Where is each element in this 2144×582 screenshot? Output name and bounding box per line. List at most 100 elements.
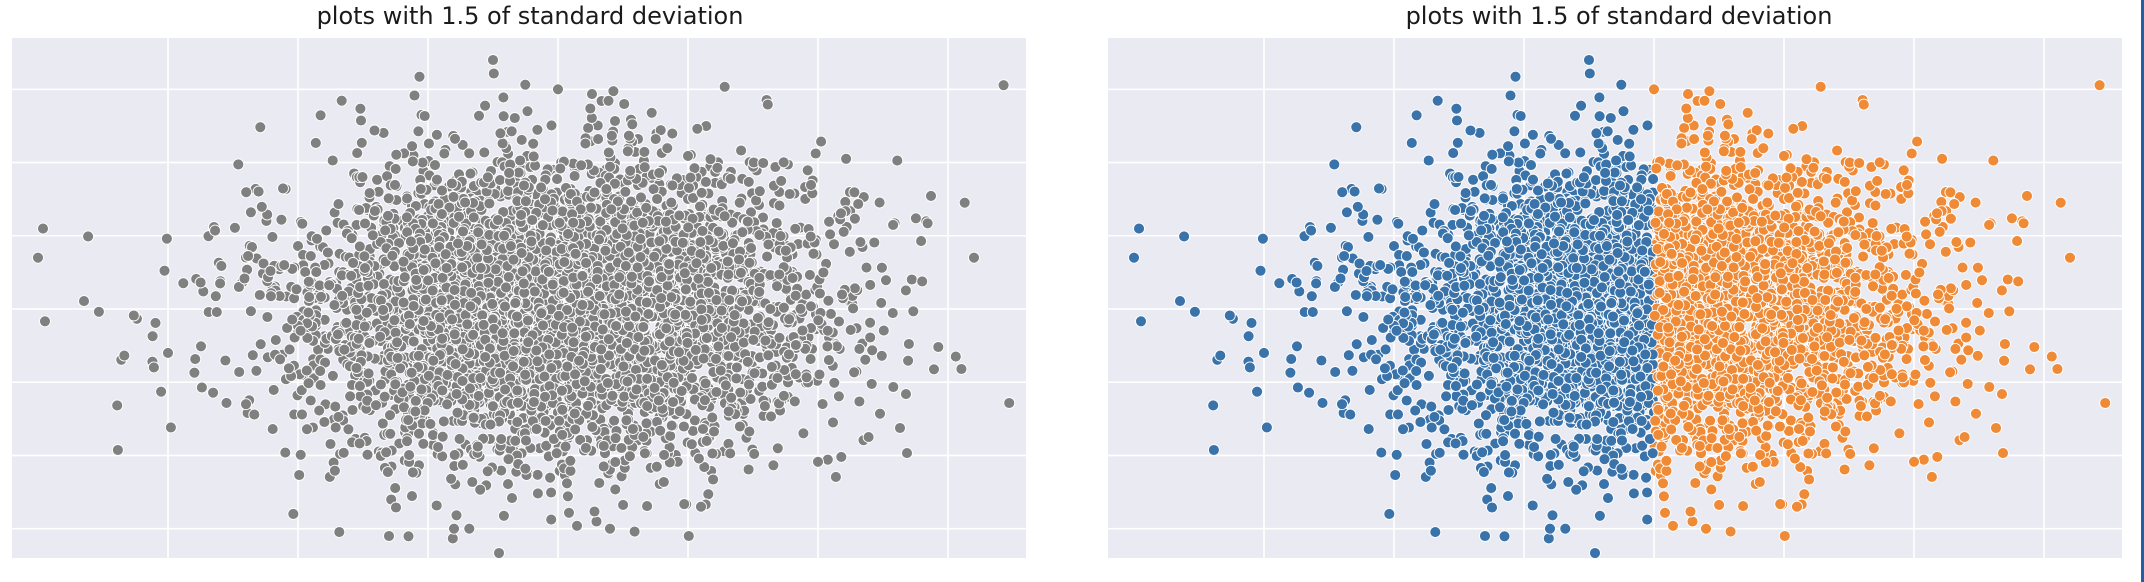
scatter-point: [837, 225, 850, 238]
scatter-point: [539, 415, 552, 427]
scatter-point: [336, 289, 349, 302]
scatter-point: [575, 159, 588, 172]
scatter-point: [82, 230, 95, 243]
scatter-point: [456, 343, 469, 356]
scatter-point: [901, 447, 913, 460]
scatter-point: [546, 204, 559, 217]
scatter-point: [345, 269, 358, 282]
scatter-point: [441, 398, 454, 411]
scatter-point: [610, 320, 623, 332]
scatter-point: [324, 438, 337, 450]
left-scatter-svg: [12, 38, 1026, 558]
scatter-point: [261, 311, 274, 323]
scatter-point: [660, 322, 673, 335]
scatter-point: [602, 94, 615, 107]
scatter-point: [255, 200, 268, 213]
scatter-point: [821, 340, 834, 353]
scatter-point: [724, 447, 737, 460]
scatter-point: [827, 416, 839, 429]
scatter-point: [309, 136, 322, 149]
scatter-point: [687, 192, 699, 204]
scatter-point: [734, 266, 747, 279]
scatter-point: [448, 284, 461, 297]
scatter-point: [715, 321, 728, 334]
scatter-point: [467, 411, 480, 424]
scatter-point: [519, 195, 532, 208]
scatter-point: [789, 339, 802, 351]
scatter-point: [382, 209, 394, 222]
scatter-point: [812, 314, 825, 327]
scatter-point: [604, 160, 616, 173]
scatter-point: [712, 340, 725, 353]
scatter-point: [558, 256, 571, 269]
scatter-point: [474, 483, 487, 496]
scatter-point: [269, 334, 282, 347]
scatter-point: [753, 185, 766, 198]
scatter-point: [557, 286, 570, 299]
scatter-point: [233, 366, 246, 378]
scatter-point: [461, 318, 474, 331]
scatter-point: [287, 507, 300, 520]
scatter-point: [637, 321, 650, 333]
scatter-point: [390, 501, 402, 514]
scatter-point: [494, 366, 507, 379]
scatter-point: [389, 482, 402, 495]
scatter-point: [868, 236, 881, 249]
scatter-point: [389, 162, 402, 175]
scatter-point: [441, 368, 454, 381]
scatter-point: [517, 355, 530, 368]
scatter-point: [283, 343, 296, 356]
scatter-point: [400, 211, 413, 224]
left-plot-area: [12, 38, 1026, 558]
scatter-point: [160, 232, 173, 245]
scatter-point: [758, 400, 771, 413]
scatter-point: [427, 429, 439, 442]
scatter-point: [499, 383, 512, 396]
scatter-point: [351, 147, 364, 160]
scatter-point: [279, 446, 292, 459]
scatter-point: [567, 216, 580, 229]
scatter-point: [254, 338, 267, 351]
scatter-point: [654, 424, 667, 437]
scatter-point: [579, 330, 592, 343]
scatter-point: [277, 182, 289, 195]
scatter-point: [311, 232, 323, 245]
scatter-point: [741, 355, 754, 368]
scatter-point: [473, 109, 485, 122]
scatter-point: [657, 476, 670, 488]
scatter-point: [733, 253, 745, 266]
scatter-point: [329, 421, 342, 434]
scatter-point: [608, 414, 621, 427]
scatter-point: [864, 278, 877, 291]
scatter-point: [427, 354, 440, 367]
scatter-point: [248, 408, 261, 421]
scatter-point: [345, 232, 358, 245]
scatter-point: [368, 124, 381, 137]
scatter-point: [665, 196, 678, 209]
scatter-point: [286, 313, 299, 326]
scatter-point: [404, 380, 417, 393]
scatter-point: [540, 244, 553, 257]
scatter-point: [498, 229, 511, 242]
scatter-point: [266, 423, 279, 436]
scatter-point: [384, 409, 396, 422]
scatter-point: [416, 156, 429, 169]
scatter-point: [822, 294, 835, 307]
scatter-point: [743, 256, 756, 269]
scatter-point: [335, 94, 348, 107]
scatter-point: [329, 400, 342, 413]
scatter-point: [807, 247, 820, 260]
scatter-point: [724, 172, 737, 185]
scatter-point: [774, 230, 787, 243]
scatter-point: [546, 278, 559, 291]
scatter-point: [698, 394, 711, 407]
scatter-point: [618, 98, 631, 110]
scatter-point: [626, 423, 639, 435]
scatter-point: [794, 302, 807, 315]
scatter-point: [618, 390, 631, 403]
scatter-point: [376, 417, 389, 430]
scatter-point: [456, 261, 469, 274]
scatter-point: [377, 303, 390, 316]
scatter-point: [209, 290, 222, 303]
scatter-point: [362, 367, 375, 380]
